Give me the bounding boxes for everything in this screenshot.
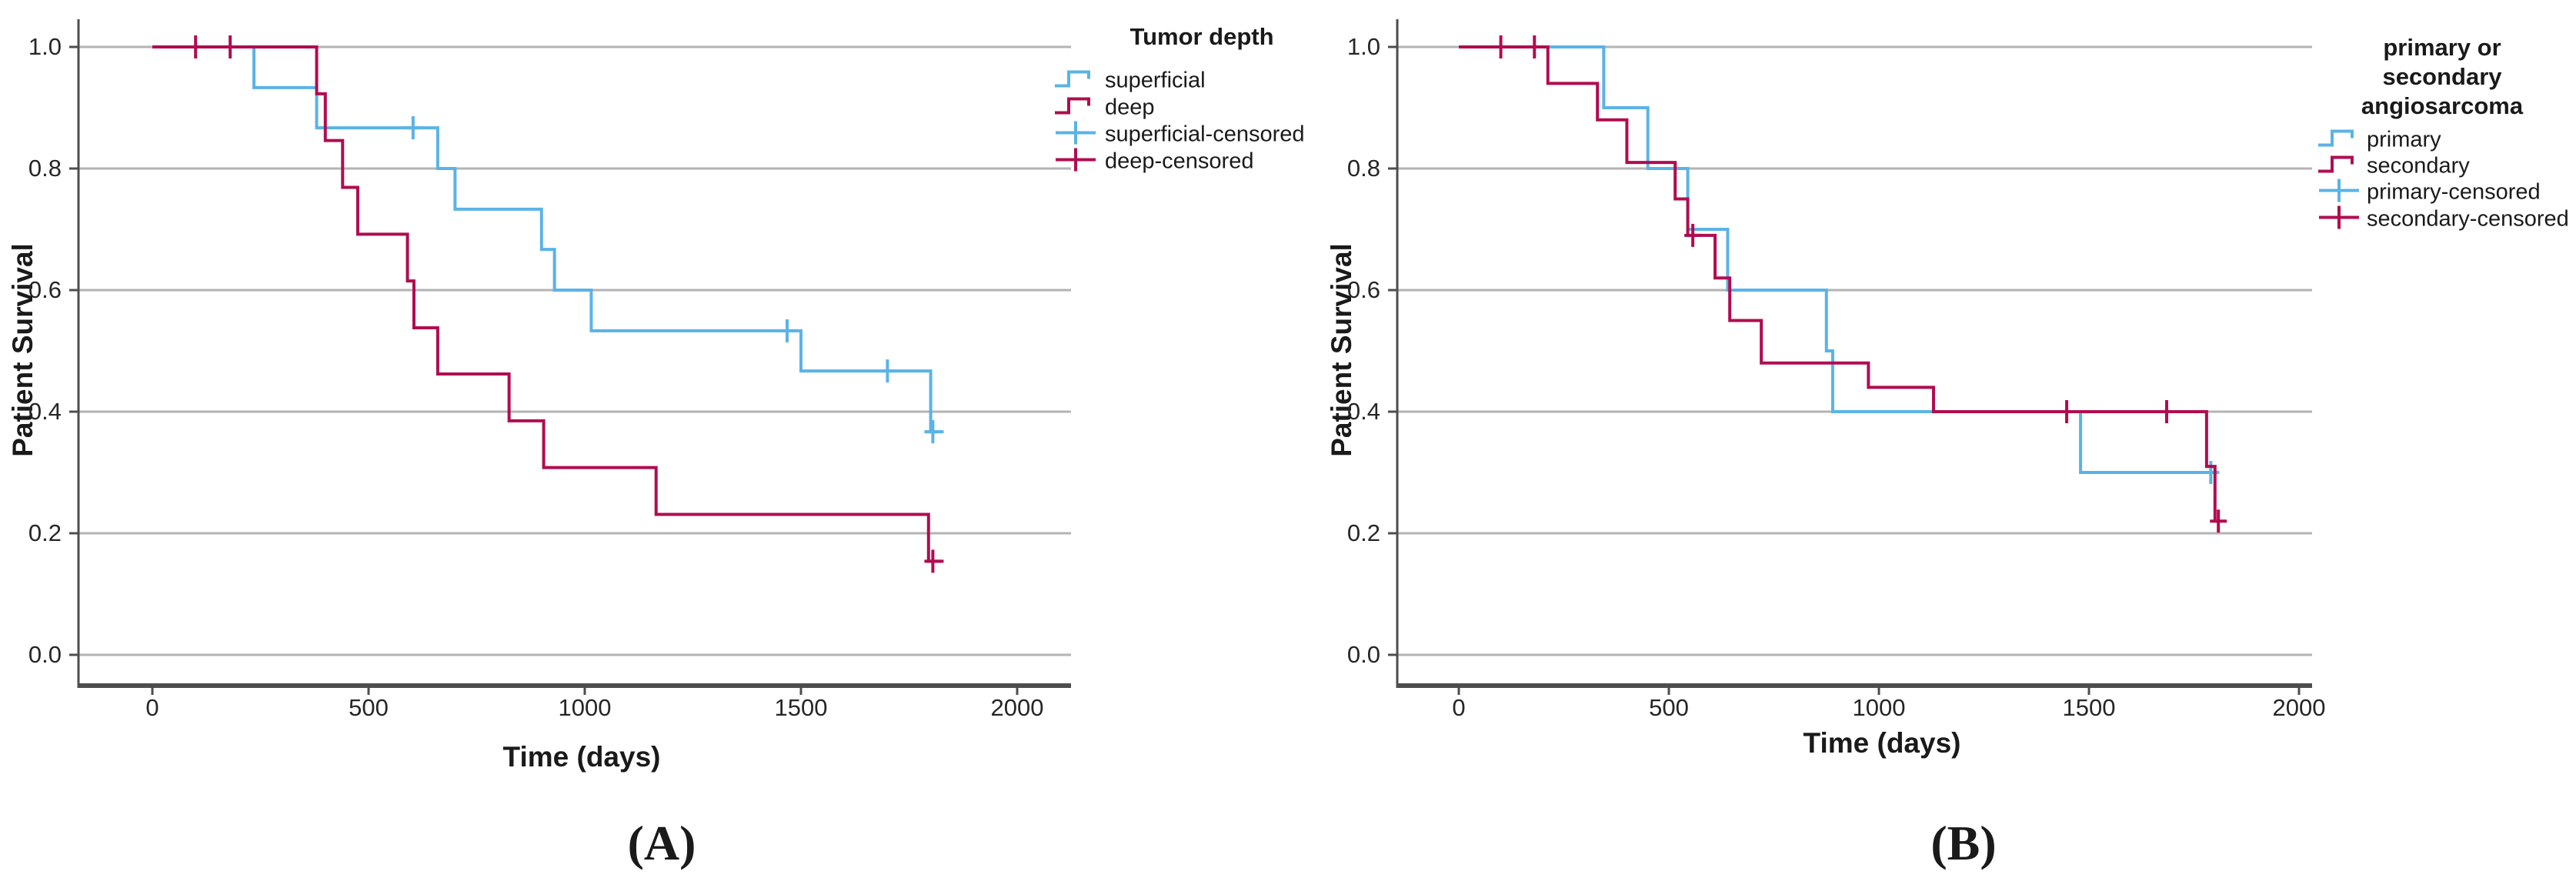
- legend-swatch: [2317, 151, 2362, 182]
- legend-item-label: primary: [2367, 127, 2441, 152]
- y-tick-label: 0.8: [1346, 155, 1380, 182]
- y-tick-label: 0.2: [28, 519, 62, 546]
- panel-b-plot: [1388, 19, 2312, 695]
- x-tick-label: 2000: [2272, 694, 2326, 721]
- km-curve-deep: [152, 45, 944, 563]
- y-tick-label: 0.6: [28, 276, 62, 303]
- legend-step-swatch-icon: [2318, 129, 2354, 147]
- legend-censored-swatch-icon: [1056, 148, 1096, 172]
- legend-title: Tumor depth: [1130, 23, 1274, 50]
- legend-censored-swatch-icon: [2319, 179, 2359, 202]
- y-tick-label: 0.4: [1346, 398, 1380, 425]
- legend-swatch: [2317, 204, 2362, 235]
- legend-item-label: superficial: [1105, 68, 1206, 93]
- legend-swatch: [1054, 119, 1099, 151]
- x-tick-label: 500: [1649, 694, 1689, 721]
- x-tick-label: 0: [1452, 694, 1466, 721]
- y-tick-label: 0.0: [28, 641, 62, 668]
- legend-swatch: [1054, 92, 1099, 124]
- legend-step-swatch-icon: [2318, 155, 2354, 173]
- legend-item-label: primary-censored: [2367, 179, 2541, 205]
- legend-item-label: deep-censored: [1105, 149, 1254, 174]
- panel-b-x-axis-title: Time (days): [1803, 727, 1961, 759]
- censor-marks-superficial: [404, 116, 942, 444]
- legend-item-label: superficial-censored: [1105, 122, 1305, 147]
- panel-a-label: (A): [627, 816, 696, 870]
- legend-swatch: [2317, 177, 2362, 209]
- x-tick-label: 1500: [2062, 694, 2116, 721]
- censor-marks-primary: [2202, 461, 2220, 484]
- x-tick-label: 0: [145, 694, 159, 721]
- y-tick-label: 0.8: [28, 155, 62, 182]
- legend-step-swatch-icon: [1055, 70, 1090, 88]
- legend-item-label: secondary-censored: [2367, 206, 2569, 232]
- km-curve-primary: [1459, 45, 2215, 474]
- legend-title: secondary: [2382, 63, 2502, 90]
- legend-swatch: [1054, 146, 1099, 178]
- y-tick-label: 0.6: [1346, 276, 1380, 303]
- y-tick-label: 0.2: [1346, 519, 1380, 546]
- legend-censored-swatch-icon: [2319, 205, 2359, 229]
- x-tick-label: 1000: [1852, 694, 1906, 721]
- y-tick-label: 1.0: [1346, 33, 1380, 60]
- legend-item-label: secondary: [2367, 153, 2470, 179]
- x-tick-label: 1000: [558, 694, 612, 721]
- panel-a-x-axis-title: Time (days): [502, 741, 661, 773]
- km-curve-secondary: [1459, 45, 2221, 523]
- legend-item-label: deep: [1105, 95, 1155, 120]
- legend-title: primary or: [2383, 34, 2501, 61]
- x-tick-label: 500: [349, 694, 389, 721]
- panel-b-label: (B): [1930, 816, 1997, 870]
- x-tick-label: 1500: [774, 694, 828, 721]
- km-curve-superficial: [152, 45, 944, 434]
- legend-swatch: [2317, 125, 2362, 156]
- x-tick-label: 2000: [990, 694, 1044, 721]
- y-tick-label: 0.0: [1346, 641, 1380, 668]
- panel-a-plot: [69, 19, 1071, 695]
- censor-marks-secondary: [1492, 35, 2227, 533]
- legend-swatch: [1054, 65, 1099, 97]
- legend-step-swatch-icon: [1055, 97, 1090, 115]
- legend-censored-swatch-icon: [1056, 121, 1096, 145]
- y-tick-label: 1.0: [28, 33, 62, 60]
- censor-marks-deep: [187, 35, 942, 573]
- y-tick-label: 0.4: [28, 398, 62, 425]
- legend-title: angiosarcoma: [2361, 92, 2524, 119]
